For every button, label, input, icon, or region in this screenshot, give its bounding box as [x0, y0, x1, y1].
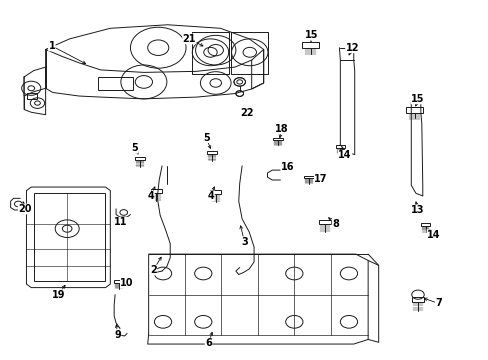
Text: 12: 12 — [345, 43, 358, 53]
Text: 3: 3 — [241, 237, 247, 247]
Text: 17: 17 — [314, 174, 327, 184]
Text: 5: 5 — [131, 143, 138, 153]
Text: 16: 16 — [280, 162, 294, 172]
Text: 4: 4 — [207, 191, 214, 201]
Text: 5: 5 — [203, 133, 209, 143]
Text: 7: 7 — [434, 298, 441, 309]
Text: 18: 18 — [275, 124, 288, 134]
Text: 15: 15 — [410, 94, 424, 104]
Text: 14: 14 — [338, 150, 351, 160]
Text: 14: 14 — [426, 230, 440, 240]
Text: 20: 20 — [18, 204, 32, 214]
Text: 8: 8 — [331, 219, 338, 229]
Text: 13: 13 — [410, 205, 424, 215]
Text: 9: 9 — [114, 329, 121, 339]
Text: 11: 11 — [114, 217, 127, 227]
Text: 1: 1 — [48, 41, 55, 51]
Text: 4: 4 — [147, 191, 154, 201]
Text: 6: 6 — [205, 338, 211, 348]
Text: 19: 19 — [52, 290, 65, 300]
Text: 10: 10 — [120, 278, 134, 288]
Text: 15: 15 — [304, 30, 318, 40]
Text: 21: 21 — [182, 34, 196, 44]
Text: 22: 22 — [240, 108, 253, 118]
Text: 2: 2 — [150, 265, 157, 275]
